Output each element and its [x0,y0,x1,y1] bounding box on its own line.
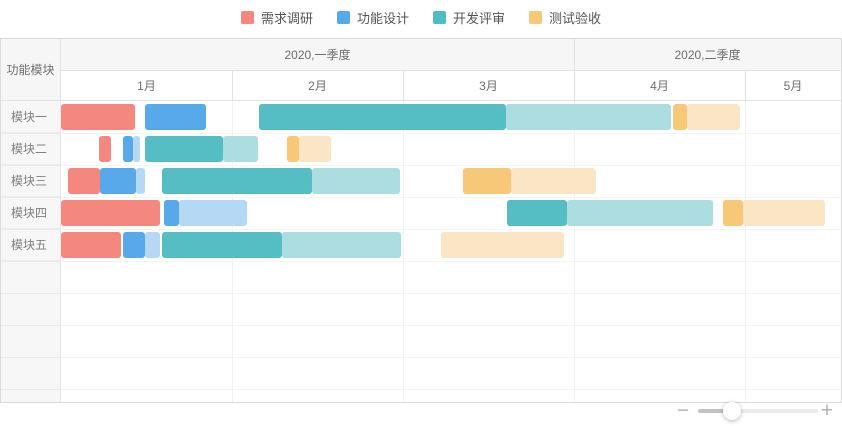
gantt-bar[interactable] [61,232,121,258]
legend-swatch-icon [240,11,254,24]
row-separator [61,133,841,134]
legend-label: 功能设计 [356,11,409,26]
zoom-slider-fill [698,409,732,413]
gantt-bar[interactable] [161,232,282,258]
gantt-bar[interactable] [722,200,744,226]
gantt-bar[interactable] [505,104,672,130]
legend-swatch-icon [433,11,446,24]
gantt-bar[interactable] [161,168,313,194]
gantt-bar[interactable] [122,136,133,162]
header-grid-line [745,70,746,101]
module-row-label: 模块二 [1,133,60,165]
module-row-label: 模块三 [1,165,60,197]
legend-item[interactable]: 功能设计 [336,8,409,27]
gantt-bar[interactable] [67,168,101,194]
gantt-bar[interactable] [281,232,402,258]
gantt-bar[interactable] [223,136,258,162]
row-separator-left [1,133,61,134]
gantt-bar[interactable] [144,232,161,258]
month-header-cell: 4月 [574,70,745,101]
gantt-bar[interactable] [259,104,506,130]
body-grid-line [574,101,575,402]
row-separator-left [1,389,61,390]
zoom-slider-track[interactable] [698,409,818,413]
gantt-bar[interactable] [673,104,687,130]
gantt-bar[interactable] [178,200,248,226]
gantt-bar[interactable] [510,168,597,194]
row-separator [61,261,841,262]
module-column-background [1,101,61,402]
gantt-bar[interactable] [312,168,400,194]
header-grid-line [574,39,575,101]
legend-item[interactable]: 测试验收 [529,8,601,27]
gantt-bar[interactable] [163,200,179,226]
row-separator-left [1,325,61,326]
row-separator [61,197,841,198]
module-row-label: 模块五 [1,229,60,261]
module-row-label: 模块一 [1,101,60,133]
gantt-bar[interactable] [61,104,135,130]
row-separator-left [1,357,61,358]
row-separator-left [1,261,61,262]
row-separator-left [1,197,61,198]
row-separator [61,229,841,230]
gantt-bar[interactable] [136,168,145,194]
row-separator-left [1,165,61,166]
gantt-bar[interactable] [567,200,713,226]
month-header-cell: 3月 [403,70,574,101]
gantt-bar[interactable] [144,136,224,162]
gantt-bar[interactable] [132,136,140,162]
body-grid-line [745,101,746,402]
gantt-bar[interactable] [440,232,564,258]
body-grid-line [403,101,404,402]
zoom-control: − + [670,399,842,423]
header-bottom-line [1,100,841,101]
legend-item[interactable]: 开发评审 [433,8,505,27]
month-header-cell: 5月 [745,70,841,101]
gantt-bar[interactable] [61,200,161,226]
legend-label: 测试验收 [549,11,602,26]
corner-header-cell: 功能模块 [1,39,61,101]
legend-swatch-icon [529,11,543,24]
gantt-bar[interactable] [122,232,145,258]
gantt-chart: 功能模块 2020,一季度 2020,二季度 1月 2月 3月 4月 5月模块一 模块二 模块三… [0,38,842,403]
gantt-bar[interactable] [462,168,511,194]
zoom-out-icon[interactable]: − [676,399,690,422]
legend-swatch-icon [336,11,350,24]
row-separator [61,325,841,326]
gantt-bar[interactable] [100,168,137,194]
gantt-bar[interactable] [686,104,740,130]
gantt-bar[interactable] [98,136,111,162]
row-separator-left [1,293,61,294]
quarter-header-cell: 2020,一季度 [61,39,574,70]
header-grid-line [403,70,404,101]
row-separator [61,357,841,358]
zoom-slider-handle[interactable] [723,402,741,420]
zoom-in-icon[interactable]: + [820,399,834,422]
row-separator [61,165,841,166]
legend-label: 开发评审 [453,11,506,26]
row-separator [61,293,841,294]
row-separator [61,389,841,390]
row-separator-left [1,229,61,230]
gantt-bar[interactable] [743,200,826,226]
gantt-bar[interactable] [298,136,332,162]
header-grid-line [232,70,233,101]
month-header-cell: 1月 [61,70,232,101]
gantt-bar[interactable] [144,104,207,130]
module-row-label: 模块四 [1,197,60,229]
legend-item[interactable]: 需求调研 [240,8,313,27]
gantt-bar[interactable] [286,136,299,162]
header-divider-line [61,70,841,71]
month-header-cell: 2月 [232,70,403,101]
gantt-bar[interactable] [507,200,568,226]
quarter-header-cell: 2020,二季度 [574,39,841,70]
legend-label: 需求调研 [260,11,313,26]
chart-legend: 需求调研 功能设计 开发评审 测试验收 [0,8,842,27]
